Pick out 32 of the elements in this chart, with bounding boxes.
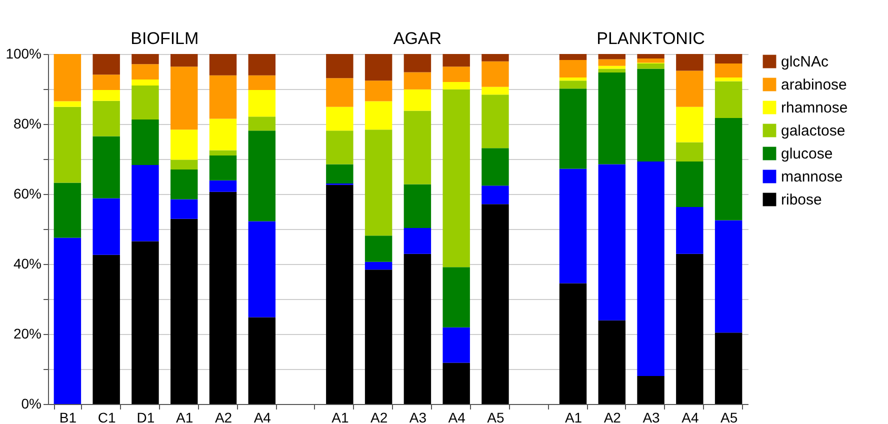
x-tick-label: A2	[604, 410, 622, 424]
legend-label: mannose	[781, 168, 843, 186]
legend-label: ribose	[781, 192, 822, 208]
x-tick-label: A4	[682, 410, 699, 424]
text: PLANKTONIC	[596, 29, 705, 48]
x-tick-label: A1	[176, 410, 194, 424]
x-tick-label: C1	[98, 410, 116, 424]
x-tick-label: A3	[409, 410, 427, 424]
x-tick-label: A5	[487, 410, 504, 424]
x-tick-label: A4	[254, 410, 272, 424]
y-tick-label: 60%	[13, 186, 42, 202]
y-tick-label: 80%	[13, 116, 42, 132]
x-tick-label: D1	[136, 410, 155, 424]
x-tick-label: A4	[448, 410, 466, 424]
x-tick-label: A1	[332, 410, 349, 424]
legend-label: glucose	[781, 146, 833, 162]
x-tick-label: A1	[564, 410, 582, 424]
legend-label: arabinose	[781, 76, 847, 94]
text: BIOFILM	[130, 29, 199, 48]
y-tick-label: 20%	[13, 326, 42, 342]
y-tick-label: 0%	[21, 396, 42, 412]
legend-label: glcNAc	[781, 54, 830, 70]
text: AGAR	[393, 29, 442, 48]
y-tick-label: 40%	[13, 256, 42, 272]
x-tick-label: A3	[642, 410, 660, 424]
x-tick-label: B1	[59, 410, 77, 424]
legend-label: galactose	[781, 122, 846, 140]
x-tick-label: A5	[720, 410, 738, 424]
legend-label: rhamnose	[781, 100, 848, 116]
y-tick-label: 100%	[6, 46, 42, 62]
x-tick-label: A2	[214, 410, 232, 424]
x-tick-label: A2	[370, 410, 388, 424]
